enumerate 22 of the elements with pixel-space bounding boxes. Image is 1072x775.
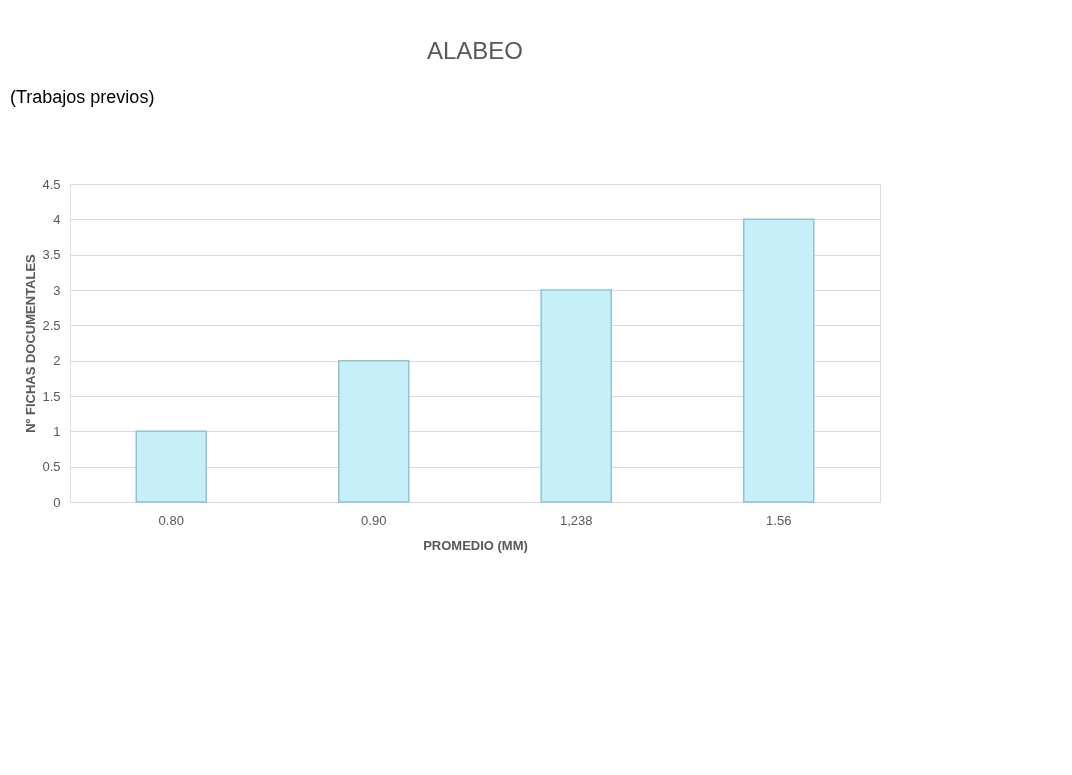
y-tick-label: 4.5: [42, 176, 61, 192]
bar: [338, 359, 410, 503]
y-tick-label: 1: [53, 423, 61, 439]
y-axis-title: Nº FICHAS DOCUMENTALES: [23, 253, 39, 433]
bar: [743, 218, 815, 503]
x-axis-title: PROMEDIO (MM): [423, 537, 528, 553]
x-tick-label: 1.56: [766, 512, 792, 528]
y-tick-label: 1.5: [42, 388, 61, 404]
y-tick-label: 3: [53, 282, 61, 298]
chart-title: ALABEO: [426, 37, 524, 64]
y-tick-label: 4: [53, 211, 61, 227]
bar: [135, 430, 207, 503]
y-tick-label: 2: [53, 353, 61, 369]
y-tick-label: 3.5: [42, 247, 61, 263]
x-tick-label: 1,238: [559, 512, 593, 528]
y-tick-label: 0.5: [42, 459, 61, 475]
y-tick-label: 2.5: [42, 317, 61, 333]
y-tick-label: 0: [53, 494, 61, 510]
x-tick-label: 0.80: [158, 512, 184, 528]
text: (Trabajos previos): [10, 87, 155, 107]
bar: [540, 289, 612, 503]
x-tick-label: 0.90: [361, 512, 387, 528]
